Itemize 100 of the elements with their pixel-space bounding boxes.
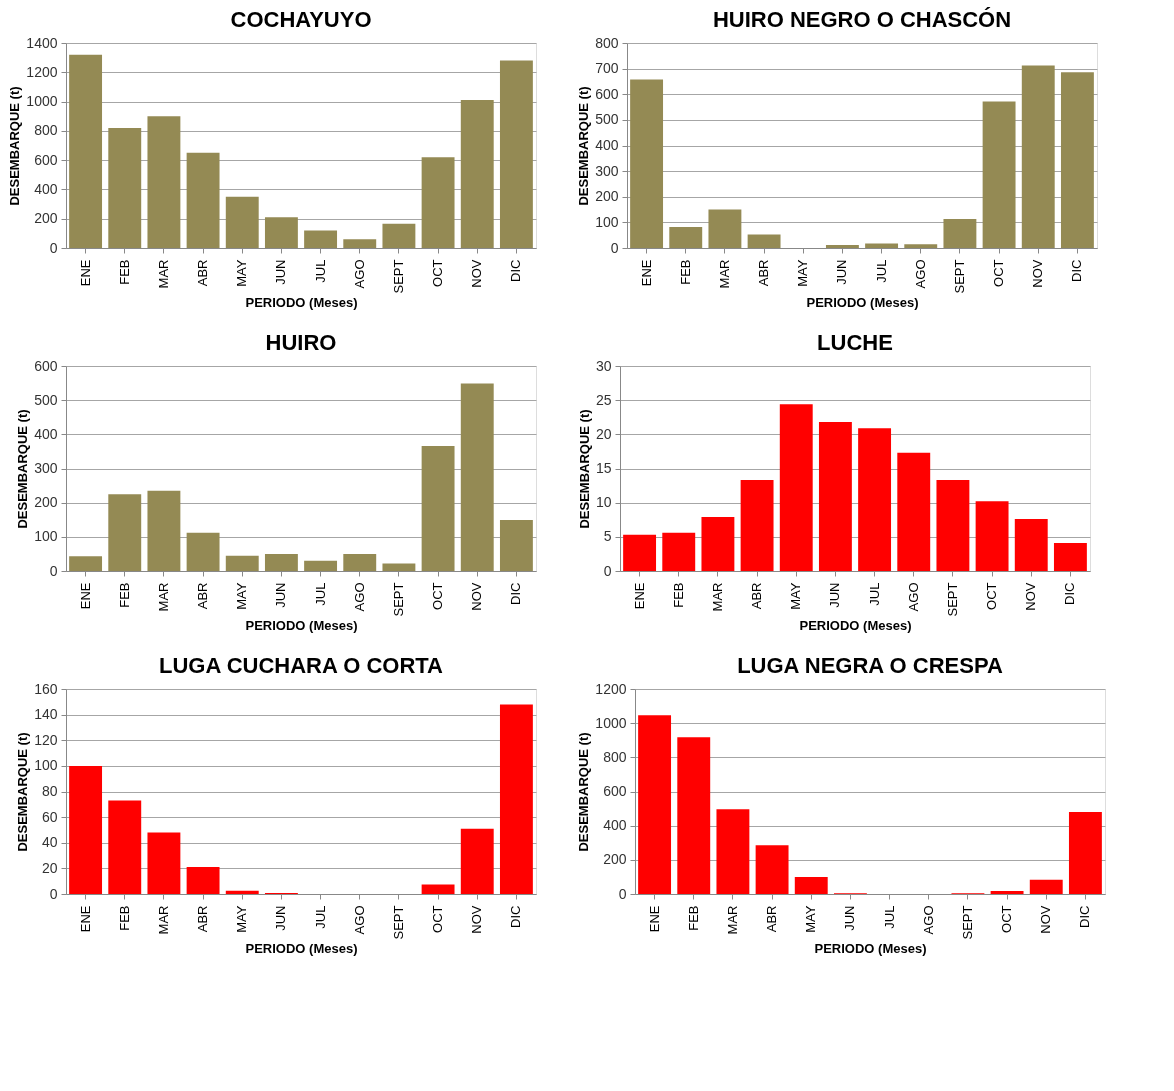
y-tick-label: 500 [34,391,58,408]
y-tick-label: 0 [610,239,619,256]
y-tick-label: 0 [49,562,58,579]
y-axis-title: DESEMBARQUE (t) [15,732,31,852]
x-tick-label: MAY [234,582,250,610]
x-tick-label: ENE [77,259,93,287]
x-tick-label: NOV [1030,259,1046,288]
x-tick-label: MAR [724,905,740,935]
bar [630,79,664,248]
x-tick-label: AGO [351,582,367,612]
x-tick-label: JUL [866,582,882,606]
chart-title: HUIRO [265,330,337,355]
bar [904,244,938,248]
bar [69,556,103,571]
x-tick-label: MAR [155,582,171,612]
y-tick-label: 0 [618,885,627,902]
bar [897,452,931,571]
x-axis-title: PERIODO (Meses) [245,618,358,634]
bar [747,234,781,248]
y-tick-label: 40 [41,834,58,851]
x-tick-label: AGO [351,905,367,935]
x-tick-label: DIC [508,259,524,282]
x-tick-label: ENE [646,905,662,933]
bar [662,532,696,571]
y-tick-label: 200 [34,210,58,227]
x-axis-title: PERIODO (Meses) [806,295,919,311]
x-axis-title: PERIODO (Meses) [799,618,912,634]
x-tick-label: MAY [788,582,804,610]
x-tick-label: MAY [803,905,819,933]
bar [186,152,220,248]
x-tick-label: MAR [709,582,725,612]
bar [975,501,1009,571]
bar [865,243,899,248]
x-tick-label: JUL [881,905,897,929]
bar [421,445,455,571]
x-tick-label: OCT [430,905,446,933]
y-tick-label: 800 [595,34,619,51]
x-tick-label: SEPT [390,905,406,940]
bar [421,157,455,248]
x-axis-title: PERIODO (Meses) [245,941,358,957]
y-tick-label: 600 [34,151,58,168]
x-tick-label: ABR [195,905,211,933]
x-tick-label: MAY [795,259,811,287]
y-tick-label: 300 [595,162,619,179]
bar [936,480,970,571]
bar [858,428,892,571]
x-tick-label: AGO [920,905,936,935]
x-tick-label: FEB [116,259,132,285]
y-tick-label: 400 [34,180,58,197]
x-tick-label: ENE [77,582,93,610]
y-tick-label: 5 [603,528,612,545]
x-tick-label: DIC [1077,905,1093,928]
y-tick-label: 1200 [26,63,58,80]
bar [1021,65,1055,248]
x-tick-label: JUL [873,259,889,283]
y-axis-title: DESEMBARQUE (t) [576,86,592,206]
x-tick-label: ABR [195,582,211,610]
bar [701,517,735,571]
x-tick-label: JUN [834,259,850,285]
y-tick-label: 30 [595,357,612,374]
y-tick-label: 100 [595,213,619,230]
bar [147,116,181,248]
bar [818,422,852,571]
bar [669,226,703,248]
x-tick-label: NOV [1038,905,1054,934]
bar [264,553,298,571]
bar [304,560,338,571]
bar [108,127,142,248]
bar [108,800,142,894]
y-tick-label: 700 [595,60,619,77]
bar [343,239,377,248]
bar [343,553,377,571]
y-tick-label: 600 [603,783,627,799]
x-tick-label: ENE [638,259,654,287]
x-tick-label: JUN [273,905,289,931]
x-tick-label: JUN [273,259,289,285]
y-tick-label: 1400 [26,34,58,51]
x-tick-label: JUN [842,905,858,931]
y-tick-label: 200 [603,851,627,868]
y-tick-label: 400 [603,817,627,834]
y-tick-label: 60 [41,808,58,825]
bar [779,404,813,571]
y-tick-label: 300 [34,460,58,476]
chart-title: HUIRO NEGRO O CHASCÓN [712,7,1012,32]
x-tick-label: AGO [912,259,928,289]
x-tick-label: JUL [312,582,328,606]
bar [382,563,416,571]
x-tick-label: FEB [116,905,132,931]
y-tick-label: 400 [34,425,58,442]
x-axis-title: PERIODO (Meses) [814,941,927,957]
x-tick-label: FEB [116,582,132,608]
y-tick-label: 140 [34,706,58,723]
bar [304,230,338,248]
x-tick-label: OCT [999,905,1015,933]
y-tick-label: 200 [34,494,58,511]
x-tick-label: MAR [716,259,732,289]
y-tick-label: 200 [595,188,619,205]
bar [186,867,220,894]
bar [147,490,181,571]
y-tick-label: 20 [41,859,58,876]
